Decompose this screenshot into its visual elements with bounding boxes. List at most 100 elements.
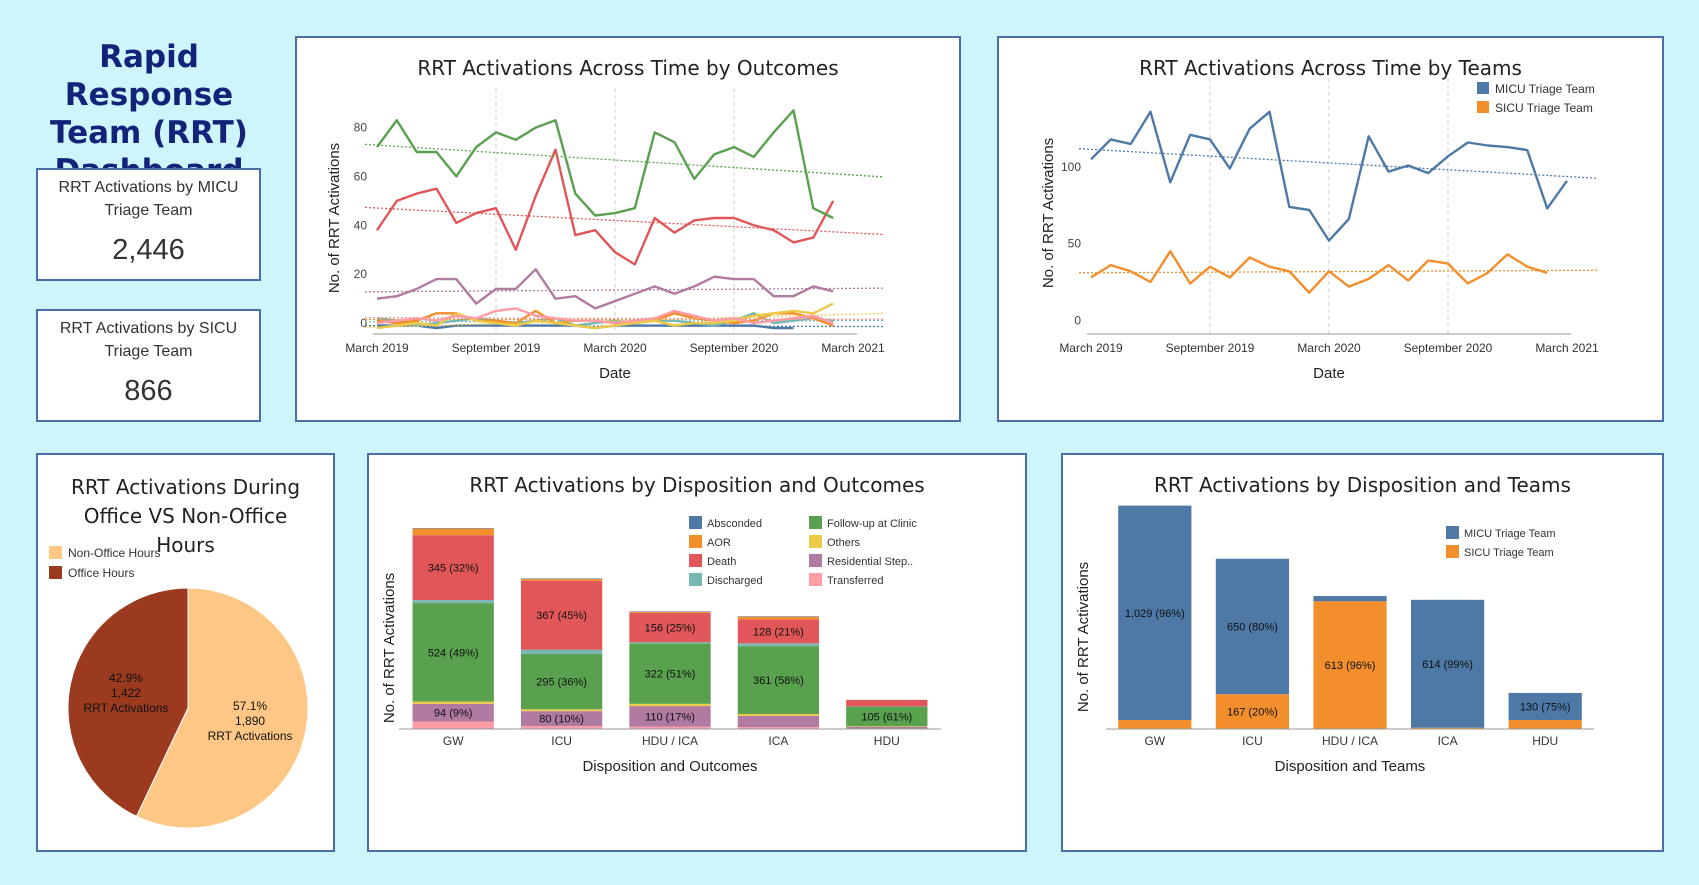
bar-segment-micu-triage-team bbox=[1118, 505, 1192, 721]
x-tick-label: ICU bbox=[551, 734, 572, 748]
disposition-outcomes-panel: RRT Activations by Disposition and Outco… bbox=[367, 453, 1027, 852]
bar-segment-follow-up-at-clinic bbox=[846, 706, 928, 727]
x-axis-title: Disposition and Outcomes bbox=[582, 758, 757, 775]
legend-label: Follow-up at Clinic bbox=[827, 518, 917, 530]
legend-swatch bbox=[689, 535, 702, 548]
disposition-teams-chart: GW ICU HDU / ICA ICA HDU 1,029 (96%) 650 (80%)… bbox=[1075, 505, 1594, 775]
bar-segment-residential-step bbox=[412, 703, 494, 722]
bar-segment-discharged bbox=[629, 642, 711, 644]
y-axis-title: No. of RRT Activations bbox=[1040, 138, 1057, 288]
y-axis-title: No. of RRT Activations bbox=[1075, 562, 1092, 712]
bar-data-label: 614 (99%) bbox=[1422, 659, 1473, 671]
legend-label: SICU Triage Team bbox=[1495, 101, 1593, 115]
legend-swatch bbox=[809, 554, 822, 567]
bar-segment-others bbox=[737, 713, 820, 716]
x-tick-label: ICU bbox=[1242, 734, 1263, 748]
legend-swatch bbox=[49, 546, 62, 559]
bar-data-label: 345 (32%) bbox=[428, 563, 479, 575]
pie-label-pct: 57.1% bbox=[233, 699, 267, 713]
legend-label: Office Hours bbox=[68, 566, 134, 580]
pie-slice-non-office-hours bbox=[135, 587, 309, 829]
bar-segment-others bbox=[846, 726, 928, 727]
legend-label: SICU Triage Team bbox=[1464, 547, 1554, 559]
bar-segment-residential-step bbox=[520, 711, 603, 727]
bar-segment-aor bbox=[737, 616, 820, 620]
pie-label-pct: 42.9% bbox=[109, 671, 143, 685]
bar-data-label: 322 (51%) bbox=[645, 669, 696, 681]
legend-swatch bbox=[1477, 82, 1489, 94]
kpi-card-micu: RRT Activations by MICU Triage Team 2,44… bbox=[36, 168, 261, 281]
y-tick-label: 0 bbox=[1074, 313, 1081, 327]
bar-data-label: 105 (61%) bbox=[861, 712, 912, 724]
legend-swatch bbox=[1477, 101, 1489, 113]
office-hours-panel: RRT Activations During Office VS Non-Off… bbox=[36, 453, 335, 852]
bar-segment-residential-step bbox=[629, 706, 711, 727]
legend-swatch bbox=[689, 516, 702, 529]
x-tick-label: March 2020 bbox=[583, 341, 647, 355]
x-tick-label: HDU / ICA bbox=[642, 734, 698, 748]
chart-title: RRT Activations by Disposition and Outco… bbox=[469, 473, 925, 497]
legend-swatch bbox=[1446, 526, 1459, 539]
x-tick-label: September 2019 bbox=[1166, 341, 1255, 355]
y-tick-label: 60 bbox=[354, 169, 368, 183]
bar-segment-others bbox=[412, 701, 494, 704]
bar-segment-micu-triage-team bbox=[1508, 692, 1582, 721]
bar-segment-follow-up-at-clinic bbox=[737, 646, 820, 714]
teams-time-panel: RRT Activations Across Time by Teams 0 50… bbox=[997, 36, 1664, 422]
bar-segment-aor bbox=[629, 611, 711, 613]
bar-segment-absconded bbox=[412, 528, 494, 529]
legend-label: Discharged bbox=[707, 575, 763, 587]
x-tick-label: March 2021 bbox=[1535, 341, 1599, 355]
trend-line-follow-up-at-clinic bbox=[364, 143, 884, 178]
bar-segment-discharged bbox=[520, 649, 603, 654]
kpi-value: 2,446 bbox=[112, 234, 185, 266]
x-tick-label: March 2019 bbox=[345, 341, 409, 355]
pie-label-unit: RRT Activations bbox=[83, 701, 168, 715]
x-tick-label: March 2019 bbox=[1059, 341, 1123, 355]
series-line-follow-up-at-clinic bbox=[376, 109, 834, 220]
legend-label: MICU Triage Team bbox=[1495, 82, 1595, 96]
bar-data-label: 94 (9%) bbox=[434, 708, 473, 720]
legend-swatch bbox=[689, 554, 702, 567]
bar-data-label: 128 (21%) bbox=[753, 626, 804, 638]
pie-label-unit: RRT Activations bbox=[208, 729, 293, 743]
bar-data-label: 361 (58%) bbox=[753, 675, 804, 687]
x-axis-title: Disposition and Teams bbox=[1275, 758, 1426, 775]
x-axis-title: Date bbox=[1313, 365, 1345, 382]
bar-segment-sicu-triage-team bbox=[1215, 694, 1289, 729]
bar-data-label: 367 (45%) bbox=[536, 610, 587, 622]
series-line-others bbox=[376, 302, 834, 330]
pie-label-count: 1,422 bbox=[111, 686, 141, 700]
x-axis-title: Date bbox=[599, 365, 631, 382]
legend-label: Residential Step.. bbox=[827, 556, 913, 568]
bar-segment-residential-step bbox=[737, 715, 820, 728]
bar-segment-absconded bbox=[520, 578, 603, 579]
bar-segment-follow-up-at-clinic bbox=[520, 653, 603, 710]
legend-label: Others bbox=[827, 537, 861, 549]
pie-slice-office-hours bbox=[67, 587, 189, 818]
legend-label: Absconded bbox=[707, 518, 762, 530]
bar-segment-absconded bbox=[629, 611, 711, 612]
legend-swatch bbox=[1446, 545, 1459, 558]
legend-label: MICU Triage Team bbox=[1464, 528, 1556, 540]
series-line-death bbox=[376, 148, 835, 266]
bar-segment-discharged bbox=[846, 706, 928, 707]
chart-title: RRT Activations During Office VS Non-Off… bbox=[70, 475, 301, 557]
bar-data-label: 156 (25%) bbox=[645, 623, 696, 635]
y-tick-label: 80 bbox=[354, 121, 368, 135]
chart-title: RRT Activations Across Time by Teams bbox=[1139, 56, 1522, 80]
y-axis-title: No. of RRT Activations bbox=[381, 573, 398, 723]
chart-title: RRT Activations by Disposition and Teams bbox=[1154, 473, 1571, 497]
bar-segment-death bbox=[737, 619, 820, 644]
x-tick-label: GW bbox=[443, 734, 464, 748]
bar-data-label: 613 (96%) bbox=[1325, 660, 1376, 672]
legend-label: Non-Office Hours bbox=[68, 546, 160, 560]
bar-segment-aor bbox=[520, 578, 603, 581]
bar-segment-transferred bbox=[412, 721, 494, 729]
pie-label-count: 1,890 bbox=[235, 714, 265, 728]
x-tick-label: March 2021 bbox=[821, 341, 885, 355]
legend-label: Transferred bbox=[827, 575, 883, 587]
trend-line-micu-triage-team bbox=[1078, 148, 1598, 179]
legend-label: AOR bbox=[707, 537, 731, 549]
